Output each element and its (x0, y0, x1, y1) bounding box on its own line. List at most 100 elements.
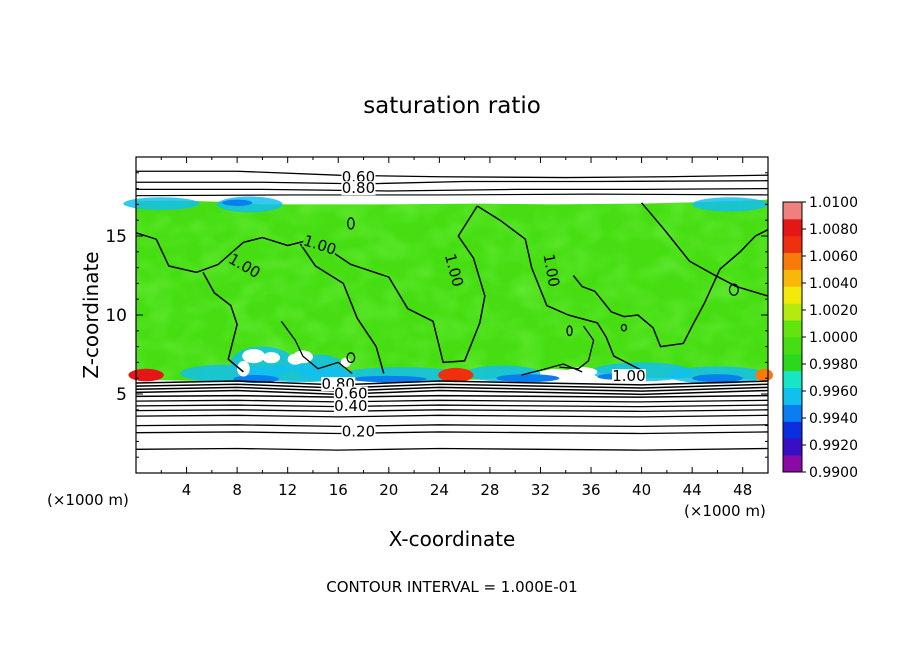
chart-title: saturation ratio (363, 93, 541, 119)
clear-air-patch (242, 348, 265, 364)
contour-line (299, 243, 385, 374)
contour-line (521, 363, 583, 376)
contour-line (135, 404, 769, 408)
contour-line (135, 383, 769, 389)
contour-line (641, 202, 769, 297)
contour-line (476, 205, 642, 371)
colorbar-label: 0.9980 (809, 357, 858, 373)
contour-label-bg (611, 369, 646, 384)
colorbar-label: 0.9960 (809, 384, 858, 400)
clear-air-patch (237, 360, 250, 377)
contour-line (135, 394, 769, 398)
contour-line (572, 229, 769, 348)
contour-label: 0.20 (342, 423, 375, 441)
clear-air-patch (262, 352, 281, 364)
contour-line (136, 170, 769, 179)
x-tick-label: 28 (480, 481, 499, 499)
undersaturated-patch (692, 374, 743, 383)
x-tick-label: 32 (531, 481, 550, 499)
colorbar-swatch (783, 337, 802, 355)
contour-label: 0.80 (342, 179, 375, 197)
contour-label-bg (226, 251, 263, 281)
x-tick-label: 8 (232, 481, 242, 499)
x-tick-label: 40 (632, 481, 651, 499)
colorbar-label: 0.9940 (809, 411, 858, 427)
closed-contour (566, 325, 573, 337)
colorbar-label: 1.0100 (809, 195, 858, 211)
colorbar-swatch (783, 303, 802, 321)
z-tick-label: 10 (105, 306, 127, 326)
contour-lines (135, 170, 769, 451)
contour-label: 1.00 (540, 252, 564, 288)
x-tick-label: 20 (379, 481, 398, 499)
colorbar-swatch (783, 387, 802, 405)
low-saturation-patch (692, 197, 768, 212)
x-tick-label: 4 (182, 481, 192, 499)
x-tick-label: 36 (581, 481, 600, 499)
contour-interval-note: CONTOUR INTERVAL = 1.000E-01 (326, 578, 577, 596)
contour-label: 0.40 (334, 397, 367, 415)
colorbar-swatch (783, 353, 802, 372)
supersaturated-patch (438, 367, 474, 383)
undersaturated-patch (221, 199, 253, 206)
x-axis-label: X-coordinate (389, 527, 516, 551)
colorbar-label: 1.0020 (809, 303, 858, 319)
x-unit-right: (×1000 m) (684, 502, 766, 520)
colorbar-swatch (783, 235, 802, 254)
x-tick-label: 24 (430, 481, 449, 499)
contour-label-bg (301, 233, 339, 258)
plot-area (123, 196, 774, 384)
closed-contour (346, 352, 356, 364)
colorbar-swatch (783, 320, 802, 338)
colorbar-label: 1.0080 (809, 222, 858, 238)
colorbar-label: 0.9900 (809, 465, 858, 481)
supersaturated-patch (128, 368, 164, 382)
x-tick-label: 48 (733, 481, 752, 499)
x-tick-label: 12 (278, 481, 297, 499)
contour-label: 1.00 (612, 367, 645, 385)
x-tick-label: 16 (329, 481, 348, 499)
colorbar-swatch (783, 370, 802, 389)
undersaturated-patch (350, 375, 427, 383)
supersaturated-patch (755, 368, 774, 382)
colorbar-swatch (783, 218, 802, 237)
contour-label-bg (333, 386, 368, 401)
undersaturated-patch (496, 374, 560, 383)
colorbar-label: 1.0060 (809, 249, 858, 265)
contour-line (135, 447, 769, 451)
colorbar-swatch (783, 269, 802, 287)
colorbar-label: 1.0000 (809, 330, 858, 346)
contour-line (135, 399, 769, 403)
colorbar-swatch (783, 455, 802, 473)
contour-label: 0.60 (334, 385, 367, 403)
contour-line (135, 380, 769, 386)
closed-contour (728, 283, 739, 296)
contour-line (135, 386, 769, 392)
contour-label-bg (541, 252, 562, 289)
colorbar: 1.0100 1.0080 1.0060 1.0040 1.0020 1.0000 0.99… (782, 195, 858, 481)
colorbar-label: 0.9920 (809, 438, 858, 454)
contour-label-bg (442, 252, 466, 289)
contour-label-bg (333, 399, 368, 414)
colorbar-swatch (783, 404, 802, 422)
contour-line (135, 205, 486, 364)
contour-line (202, 271, 244, 373)
colorbar-label: 1.0040 (809, 276, 858, 292)
contour-label-bg (341, 181, 376, 196)
colorbar-swatch (783, 252, 802, 270)
cloud-layer-texture (136, 199, 768, 382)
x-axis: 4 8 12 16 20 24 28 32 36 40 44 48 (160, 157, 752, 499)
z-tick-label: 5 (116, 385, 127, 405)
contour-line (135, 424, 769, 428)
x-unit-left: (×1000 m) (47, 491, 129, 509)
contour-line (135, 414, 769, 418)
contour-label-bg (341, 424, 376, 439)
colorbar-swatch (783, 421, 802, 439)
clear-air-patch (340, 357, 351, 368)
contour-line (135, 389, 769, 396)
contour-line (136, 187, 769, 192)
contour-line (135, 431, 769, 435)
closed-contour (347, 217, 355, 230)
colorbar-swatch (783, 202, 802, 220)
contour-line (135, 193, 769, 197)
